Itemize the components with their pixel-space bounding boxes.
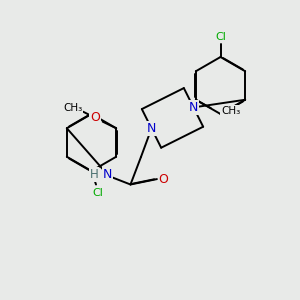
- Text: CH₃: CH₃: [63, 103, 82, 113]
- Text: Cl: Cl: [93, 188, 104, 198]
- Text: O: O: [90, 111, 100, 124]
- Text: N: N: [189, 101, 198, 114]
- Text: N: N: [147, 122, 156, 135]
- Text: CH₃: CH₃: [221, 106, 241, 116]
- Text: O: O: [159, 172, 168, 186]
- Text: N: N: [103, 168, 112, 181]
- Text: Cl: Cl: [215, 32, 226, 42]
- Text: H: H: [89, 168, 98, 181]
